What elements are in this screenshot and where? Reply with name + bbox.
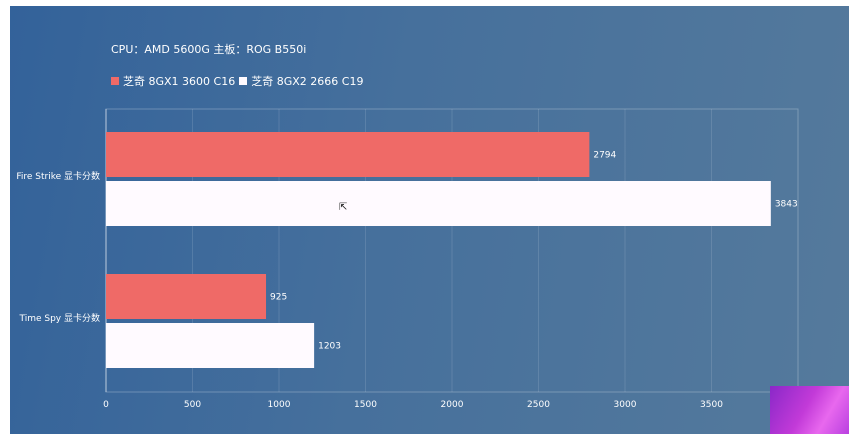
- purple-thumbnail: [770, 386, 849, 434]
- legend-item-series-2: 芝奇 8GX2 2666 C19: [239, 73, 363, 89]
- bar: [106, 323, 315, 368]
- data-label: 925: [270, 293, 287, 303]
- data-label: 1203: [318, 342, 341, 352]
- data-label: 3843: [775, 200, 798, 210]
- x-tick-label: 1500: [354, 400, 377, 410]
- x-tick-label: 500: [184, 400, 201, 410]
- chart-frame: CPU：AMD 5600G 主板：ROG B550i 芝奇 8GX1 3600 …: [10, 6, 849, 434]
- legend-swatch-series-1: [111, 77, 119, 85]
- category-label: Fire Strike 显卡分数: [16, 170, 100, 182]
- legend-label-series-2: 芝奇 8GX2 2666 C19: [251, 75, 364, 88]
- bar-chart: 0 500 1000 1500 2000 2500 3000 3500 Fire Strike …: [16, 108, 799, 410]
- data-label: 2794: [593, 151, 616, 161]
- legend-label-series-1: 芝奇 8GX1 3600 C16: [123, 75, 236, 88]
- bar: [106, 274, 267, 319]
- x-tick-label: 0: [103, 400, 109, 410]
- chart-title: CPU：AMD 5600G 主板：ROG B550i: [111, 43, 307, 56]
- x-tick-label: 3000: [614, 400, 637, 410]
- x-tick-label: 2000: [441, 400, 464, 410]
- x-tick-label: 1000: [268, 400, 291, 410]
- legend: 芝奇 8GX1 3600 C16 芝奇 8GX2 2666 C19: [111, 73, 367, 89]
- category-label: Time Spy 显卡分数: [19, 312, 101, 324]
- bar: [106, 181, 771, 226]
- mouse-pointer-icon: ⇱: [339, 202, 348, 213]
- legend-swatch-series-2: [239, 77, 248, 85]
- x-tick-label: 2500: [527, 400, 550, 410]
- legend-item-series-1: 芝奇 8GX1 3600 C16: [111, 73, 235, 89]
- bar: [106, 132, 590, 177]
- x-tick-label: 3500: [700, 400, 723, 410]
